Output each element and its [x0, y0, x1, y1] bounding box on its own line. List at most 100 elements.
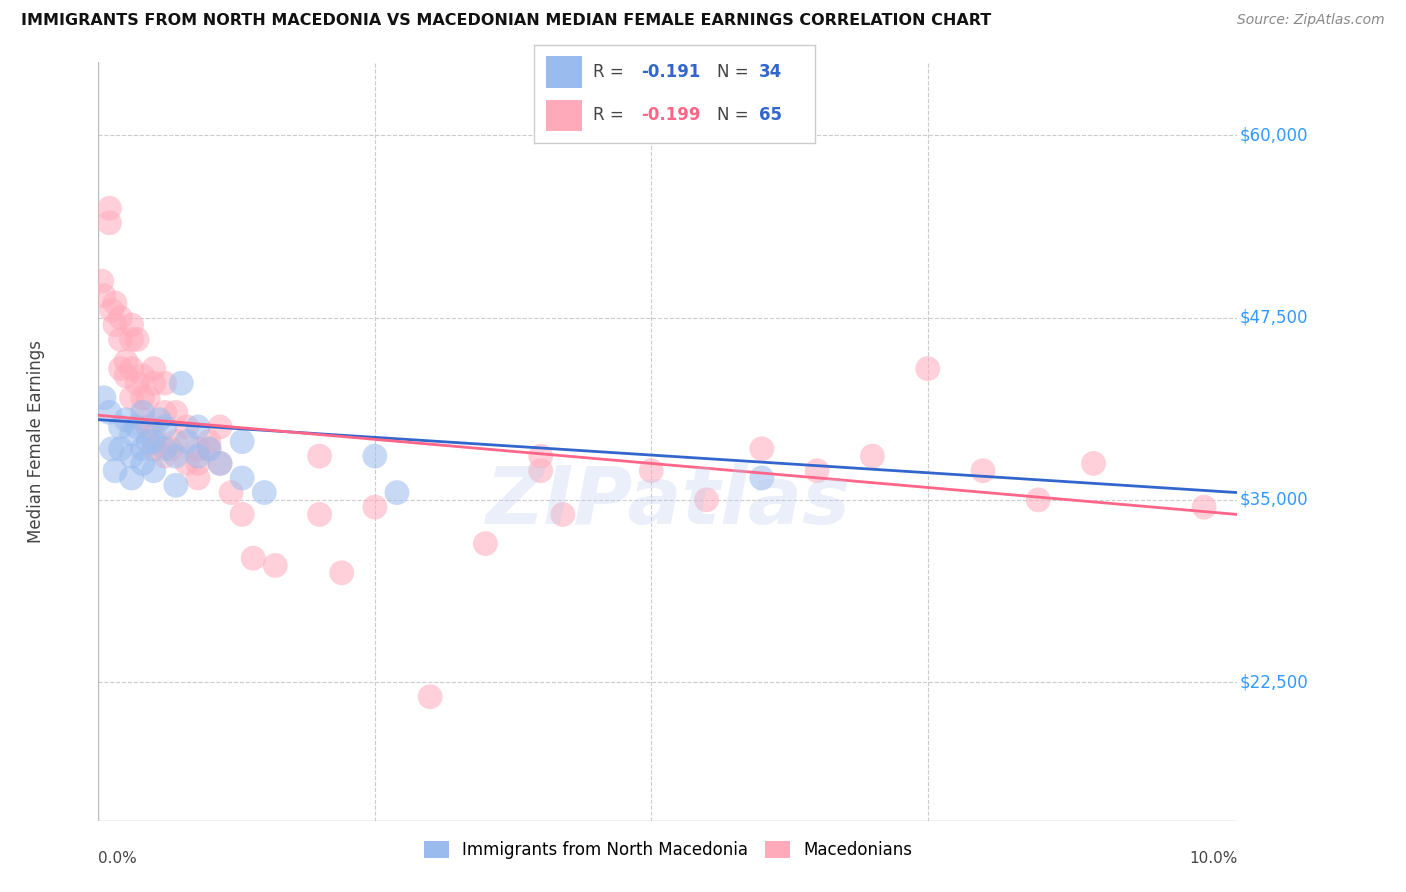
Text: 10.0%: 10.0% [1189, 851, 1237, 866]
Text: -0.199: -0.199 [641, 106, 700, 124]
Point [209, 457, 232, 471]
Point [142, 427, 165, 442]
Point [176, 420, 198, 434]
Point [751, 471, 773, 485]
Point [209, 420, 232, 434]
Point [115, 412, 138, 426]
Point [364, 500, 387, 515]
Point [187, 442, 209, 456]
Point [972, 464, 994, 478]
Point [530, 464, 553, 478]
Point [121, 449, 143, 463]
Point [860, 449, 883, 463]
Point [530, 449, 553, 463]
Point [198, 442, 221, 456]
Point [110, 442, 132, 456]
Point [104, 296, 127, 310]
Point [121, 333, 143, 347]
Point [127, 333, 149, 347]
Point [176, 434, 198, 449]
Point [100, 442, 122, 456]
Point [142, 376, 165, 391]
Point [1083, 457, 1105, 471]
Text: N =: N = [717, 63, 754, 81]
FancyBboxPatch shape [546, 100, 582, 131]
Point [330, 566, 353, 580]
Point [110, 361, 132, 376]
Point [1026, 492, 1049, 507]
Point [131, 457, 153, 471]
Point [104, 318, 127, 332]
Point [90, 274, 112, 288]
Point [121, 471, 143, 485]
Text: ZIPatlas: ZIPatlas [485, 463, 851, 541]
Point [131, 412, 153, 426]
Point [176, 457, 198, 471]
Text: R =: R = [593, 63, 630, 81]
Text: Median Female Earnings: Median Female Earnings [27, 340, 45, 543]
Point [136, 391, 159, 405]
Point [419, 690, 441, 704]
Point [121, 427, 143, 442]
Point [121, 318, 143, 332]
Point [93, 289, 115, 303]
Point [98, 216, 121, 230]
Point [153, 442, 176, 456]
Point [131, 405, 153, 419]
Point [165, 434, 187, 449]
Point [165, 449, 187, 463]
Point [121, 391, 143, 405]
Point [153, 420, 176, 434]
Point [110, 333, 132, 347]
Text: $22,500: $22,500 [1240, 673, 1309, 691]
Point [153, 405, 176, 419]
Point [104, 464, 127, 478]
Point [640, 464, 662, 478]
Point [696, 492, 718, 507]
Point [242, 551, 264, 566]
Legend: Immigrants from North Macedonia, Macedonians: Immigrants from North Macedonia, Macedon… [418, 834, 918, 865]
Point [198, 442, 221, 456]
Text: Source: ZipAtlas.com: Source: ZipAtlas.com [1237, 13, 1385, 28]
Point [308, 508, 330, 522]
Point [98, 405, 121, 419]
Text: 65: 65 [759, 106, 782, 124]
Point [751, 442, 773, 456]
Text: $35,000: $35,000 [1240, 491, 1308, 508]
Point [98, 201, 121, 215]
Point [231, 508, 253, 522]
Point [165, 405, 187, 419]
Text: $47,500: $47,500 [1240, 309, 1308, 326]
Point [165, 478, 187, 492]
Point [385, 485, 408, 500]
Point [308, 449, 330, 463]
Point [110, 420, 132, 434]
Point [142, 442, 165, 456]
Point [187, 471, 209, 485]
Point [127, 376, 149, 391]
Point [474, 536, 496, 550]
Point [551, 508, 574, 522]
Point [136, 420, 159, 434]
Point [917, 361, 939, 376]
Point [231, 471, 253, 485]
Point [131, 442, 153, 456]
Point [159, 442, 181, 456]
Text: 34: 34 [759, 63, 783, 81]
Point [187, 420, 209, 434]
Point [364, 449, 387, 463]
Point [131, 368, 153, 383]
Point [136, 434, 159, 449]
Point [153, 376, 176, 391]
Point [93, 391, 115, 405]
Point [170, 376, 193, 391]
Text: R =: R = [593, 106, 630, 124]
Point [142, 434, 165, 449]
Point [142, 361, 165, 376]
FancyBboxPatch shape [546, 56, 582, 87]
Point [131, 391, 153, 405]
Point [264, 558, 287, 573]
Point [209, 457, 232, 471]
Point [115, 354, 138, 368]
Point [806, 464, 828, 478]
